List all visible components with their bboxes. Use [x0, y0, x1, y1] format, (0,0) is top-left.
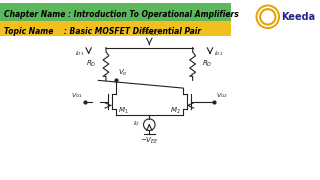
FancyBboxPatch shape: [0, 21, 231, 36]
Text: $I_{D1}$: $I_{D1}$: [75, 49, 85, 58]
Text: $+V_{CC}$: $+V_{CC}$: [140, 28, 159, 38]
Text: $M_1$: $M_1$: [117, 105, 128, 116]
Text: $V_{G2}$: $V_{G2}$: [216, 91, 228, 100]
Text: $-V_{EE}$: $-V_{EE}$: [140, 136, 159, 147]
Text: Chapter Name : Introduction To Operational Amplifiers: Chapter Name : Introduction To Operation…: [4, 10, 239, 19]
FancyBboxPatch shape: [0, 3, 231, 21]
Text: $M_2$: $M_2$: [171, 105, 181, 116]
Text: Keeda: Keeda: [281, 12, 316, 22]
Text: Topic Name    : Basic MOSFET Differential Pair: Topic Name : Basic MOSFET Differential P…: [4, 27, 201, 36]
Circle shape: [258, 7, 277, 26]
Text: $V_{G1}$: $V_{G1}$: [71, 91, 83, 100]
Text: $V_o$: $V_o$: [118, 68, 128, 78]
Text: $R_D$: $R_D$: [86, 59, 96, 69]
Text: $I_{D2}$: $I_{D2}$: [214, 49, 223, 58]
Text: $I_Q$: $I_Q$: [132, 120, 140, 129]
Text: $R_D$: $R_D$: [202, 59, 213, 69]
Circle shape: [256, 5, 279, 28]
